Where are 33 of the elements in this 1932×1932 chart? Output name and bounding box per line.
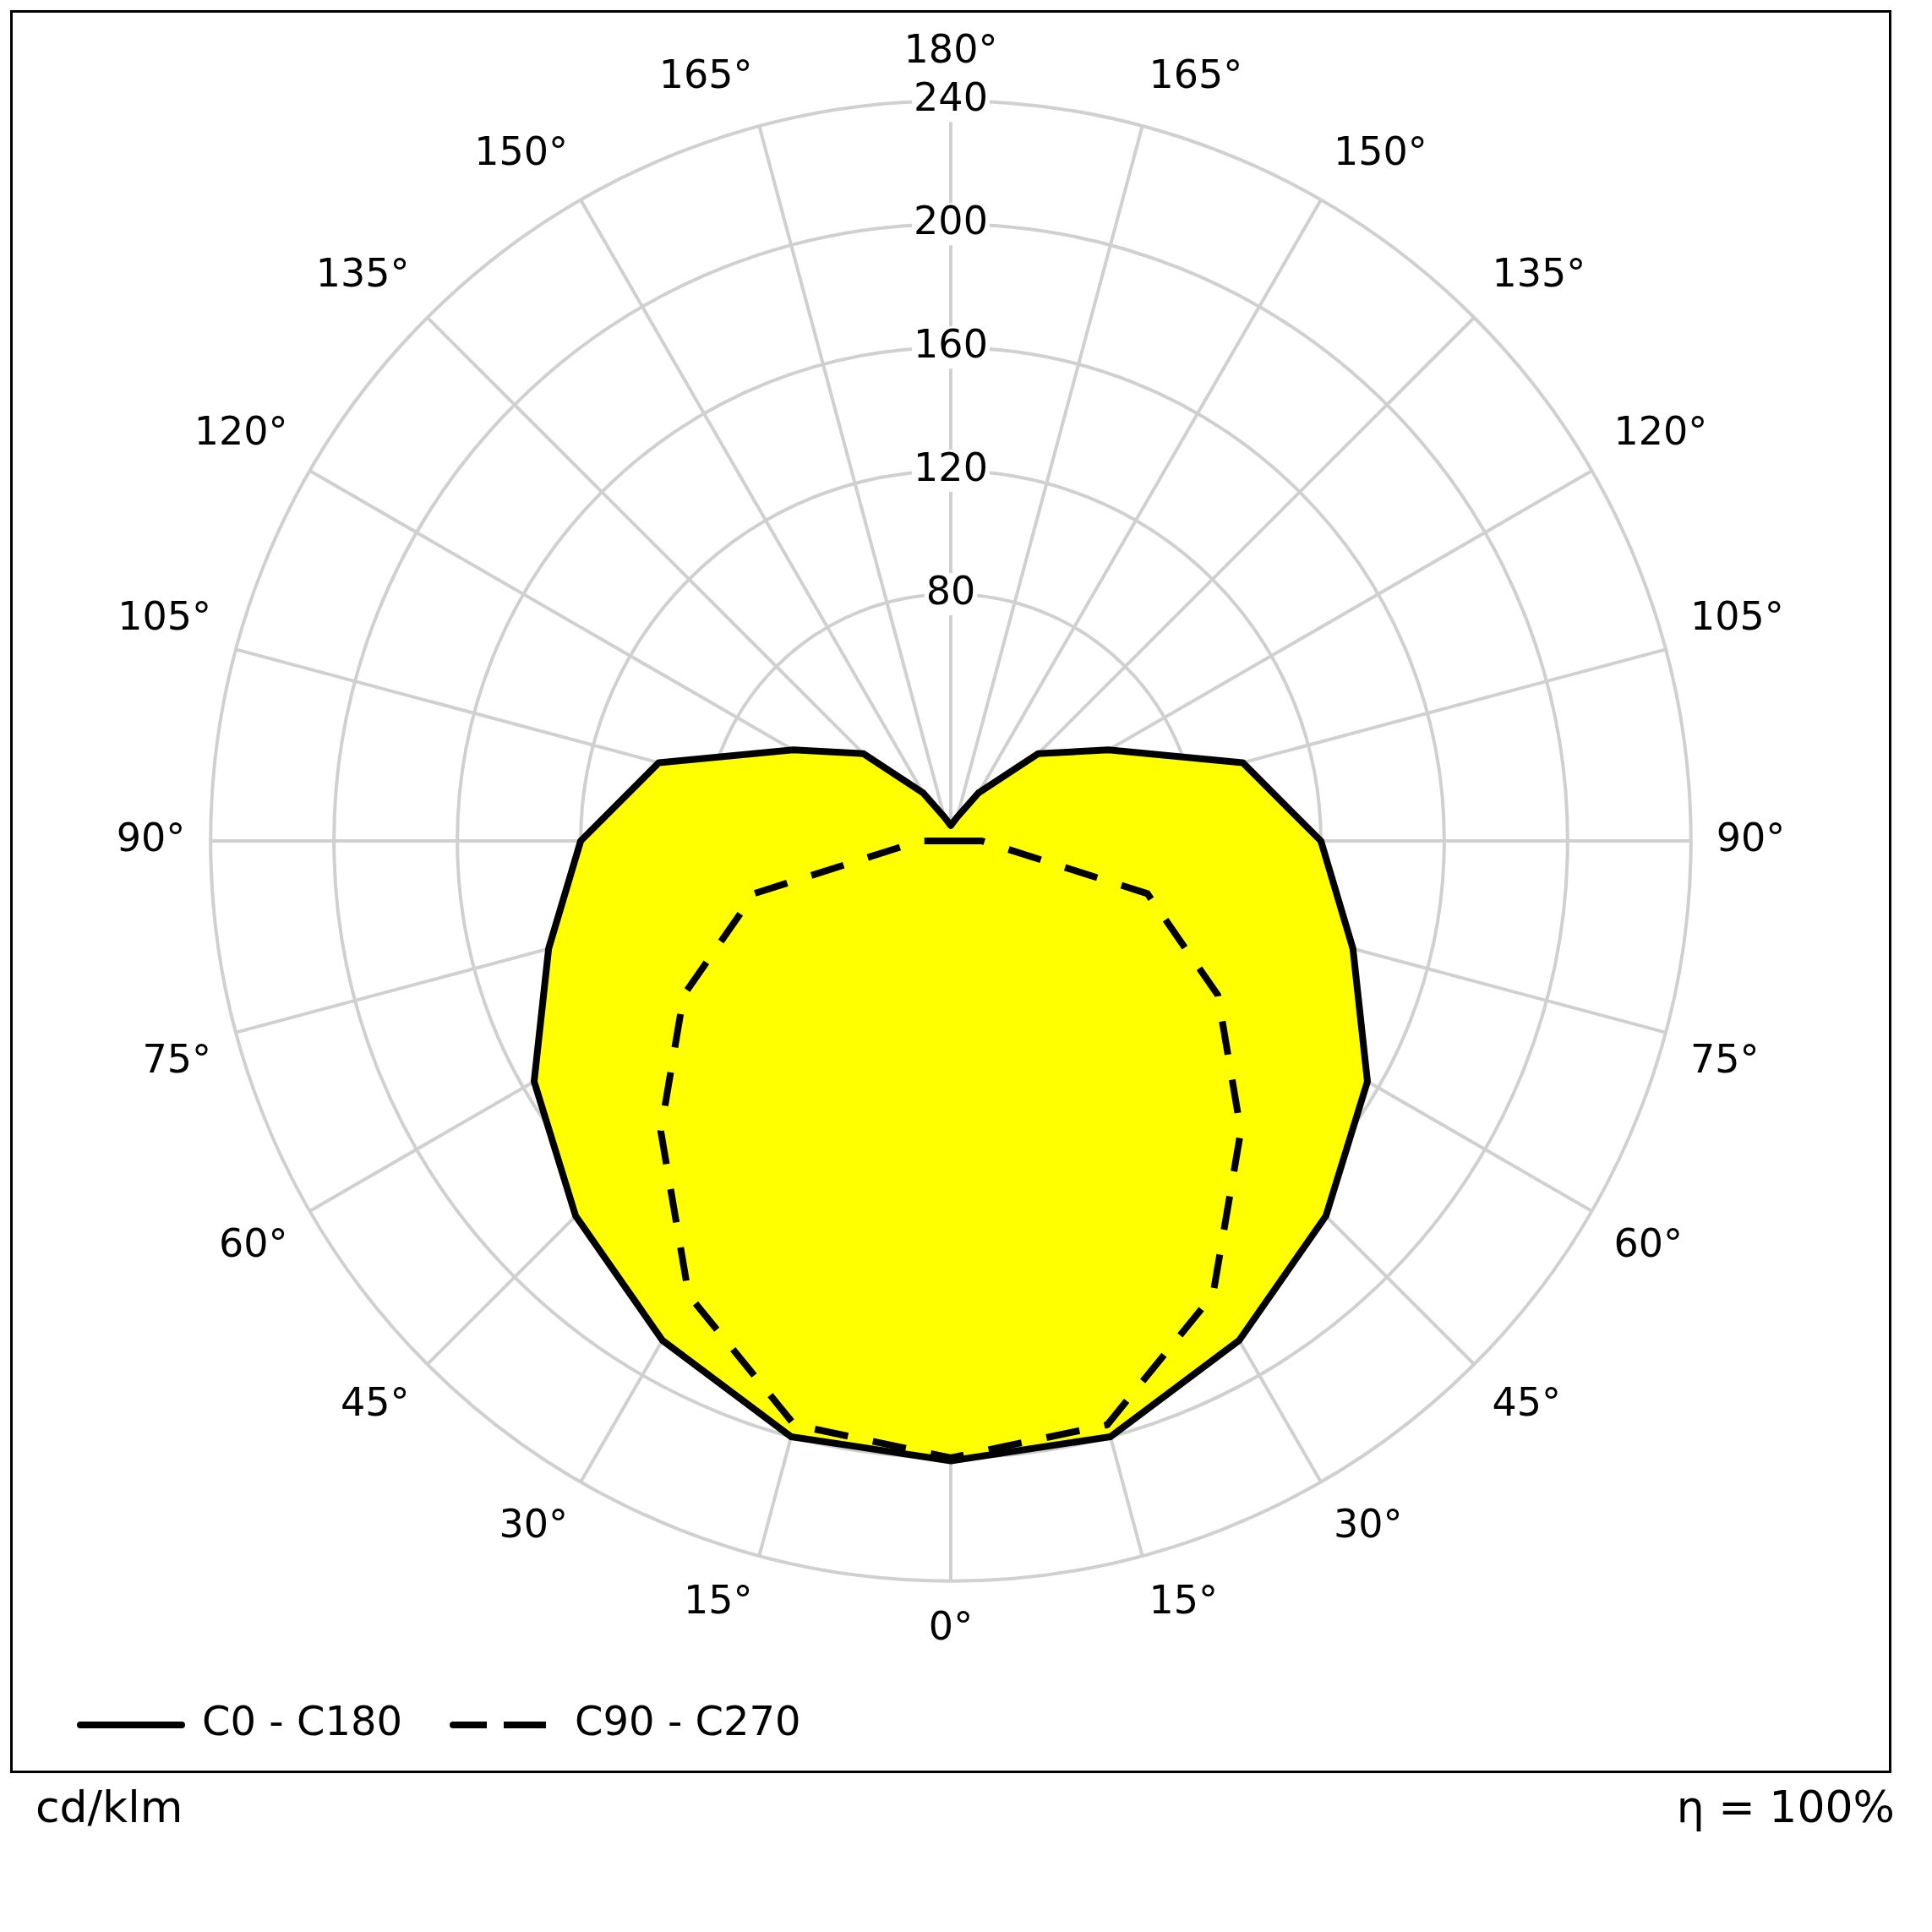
- spoke-label: 90°: [116, 814, 186, 860]
- spoke-label: 180°: [903, 25, 998, 72]
- spoke-label: 105°: [117, 592, 212, 639]
- spoke-label: 135°: [1492, 249, 1586, 296]
- y-tick-label: 120: [914, 445, 988, 491]
- spoke-label: 60°: [1613, 1220, 1683, 1267]
- spoke-label: 30°: [499, 1501, 569, 1547]
- spoke-label: 75°: [1689, 1035, 1760, 1082]
- spoke-label: 150°: [1333, 128, 1427, 174]
- spoke-label: 165°: [1149, 52, 1243, 98]
- spoke-label: 45°: [1492, 1379, 1562, 1426]
- y-tick-label: 80: [925, 568, 976, 614]
- spoke-label: 150°: [474, 128, 569, 174]
- spoke-label: 75°: [142, 1035, 212, 1082]
- spoke-label: 120°: [1613, 408, 1708, 455]
- spoke-label: 45°: [340, 1379, 410, 1426]
- spoke-label: 60°: [219, 1220, 288, 1267]
- y-tick-label: 240: [914, 74, 988, 121]
- spoke-label: 0°: [928, 1603, 974, 1650]
- y-tick-label: 200: [914, 198, 988, 244]
- spoke-label: 15°: [1149, 1577, 1218, 1624]
- spoke-label: 165°: [658, 52, 753, 98]
- spoke-label: 105°: [1689, 592, 1784, 639]
- spoke-label: 15°: [684, 1577, 753, 1624]
- text: cd/klm: [35, 1782, 183, 1832]
- text: η = 100%: [1676, 1782, 1895, 1832]
- legend-label: C0 - C180: [202, 1697, 403, 1745]
- legend-label: C90 - C270: [575, 1697, 801, 1745]
- spoke-label: 135°: [315, 249, 410, 296]
- y-tick-label: 160: [914, 321, 988, 368]
- spoke-label: 30°: [1333, 1501, 1403, 1547]
- spoke-label: 90°: [1716, 814, 1786, 860]
- spoke-label: 120°: [194, 408, 288, 455]
